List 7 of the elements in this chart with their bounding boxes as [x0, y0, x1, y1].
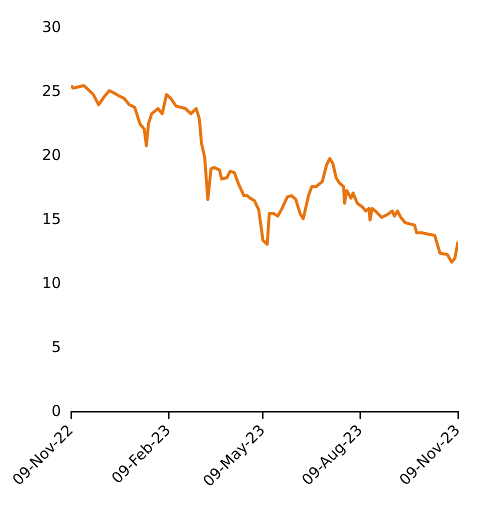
y-tick-label: 25	[42, 82, 62, 100]
y-tick-label: 15	[42, 210, 62, 228]
y-tick-label: 0	[52, 402, 62, 420]
y-tick-label: 30	[42, 18, 62, 36]
y-tick-label: 10	[42, 274, 62, 292]
y-tick-label: 5	[52, 338, 62, 356]
y-tick-label: 20	[42, 146, 62, 164]
